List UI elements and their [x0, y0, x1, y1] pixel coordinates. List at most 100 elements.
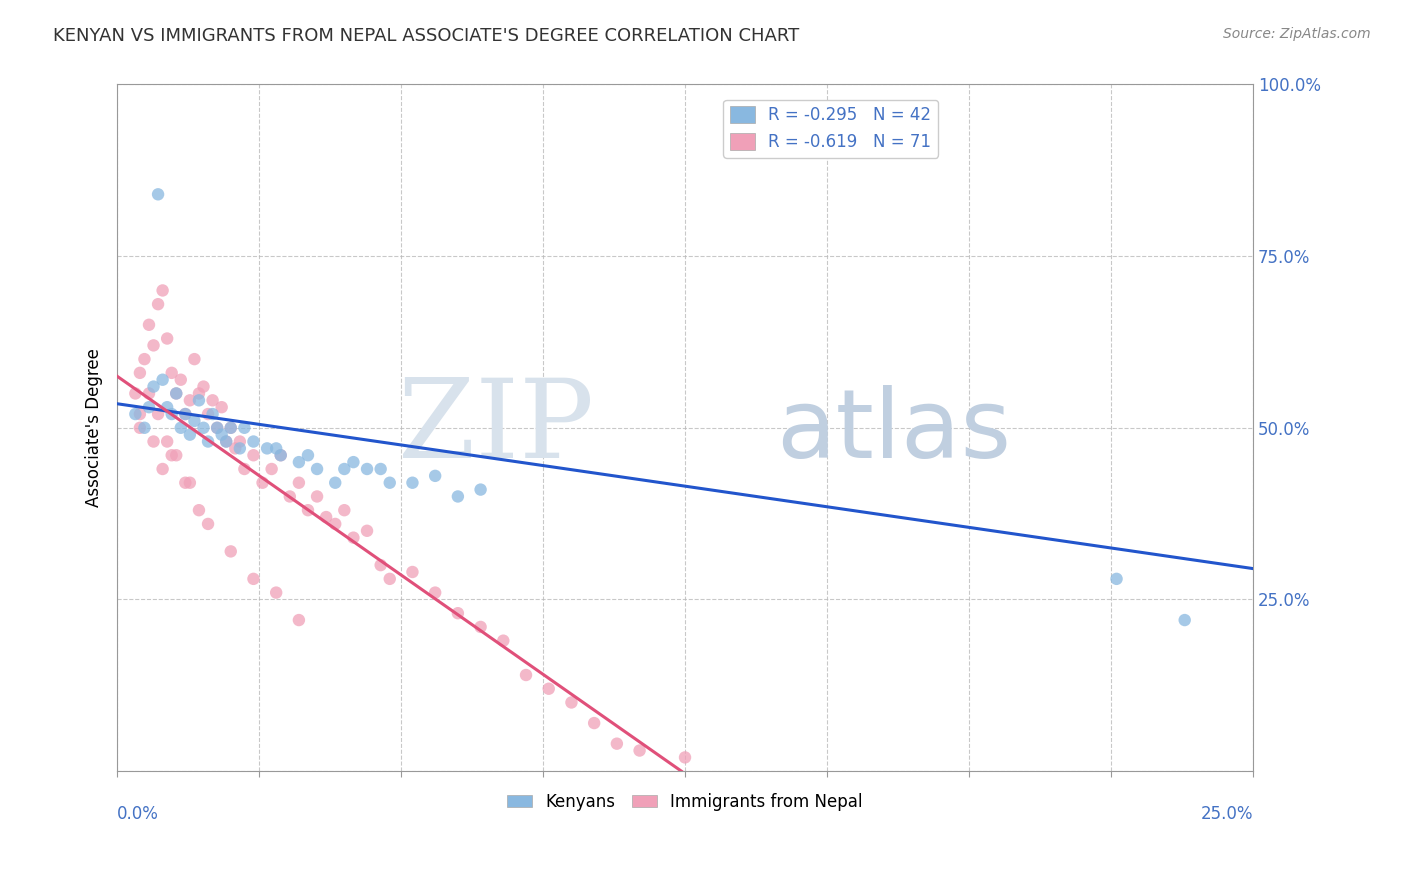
- Point: [124, 386, 146, 401]
- Point: [1105, 572, 1128, 586]
- Point: [205, 421, 228, 435]
- Point: [260, 462, 283, 476]
- Point: [197, 434, 219, 449]
- Point: [142, 379, 165, 393]
- Point: [315, 510, 337, 524]
- Point: [229, 434, 252, 449]
- Point: [307, 462, 329, 476]
- Point: [370, 462, 392, 476]
- Point: [219, 421, 242, 435]
- Point: [201, 393, 224, 408]
- Point: [211, 400, 233, 414]
- Point: [179, 427, 201, 442]
- Text: KENYAN VS IMMIGRANTS FROM NEPAL ASSOCIATE'S DEGREE CORRELATION CHART: KENYAN VS IMMIGRANTS FROM NEPAL ASSOCIAT…: [53, 27, 800, 45]
- Text: atlas: atlas: [776, 384, 1011, 478]
- Point: [165, 448, 187, 462]
- Point: [470, 620, 492, 634]
- Point: [197, 516, 219, 531]
- Point: [193, 379, 215, 393]
- Point: [152, 462, 174, 476]
- Point: [378, 475, 401, 490]
- Text: Source: ZipAtlas.com: Source: ZipAtlas.com: [1223, 27, 1371, 41]
- Point: [219, 544, 242, 558]
- Point: [560, 696, 582, 710]
- Point: [174, 407, 197, 421]
- Point: [165, 386, 187, 401]
- Point: [252, 475, 274, 490]
- Point: [152, 373, 174, 387]
- Point: [201, 407, 224, 421]
- Point: [288, 475, 311, 490]
- Point: [447, 606, 470, 620]
- Point: [323, 516, 346, 531]
- Point: [160, 366, 183, 380]
- Point: [165, 386, 187, 401]
- Point: [233, 421, 256, 435]
- Point: [156, 332, 179, 346]
- Point: [342, 455, 364, 469]
- Point: [188, 393, 211, 408]
- Point: [124, 407, 146, 421]
- Point: [242, 448, 264, 462]
- Point: [278, 490, 301, 504]
- Point: [179, 475, 201, 490]
- Point: [183, 352, 205, 367]
- Point: [356, 462, 378, 476]
- Point: [193, 421, 215, 435]
- Point: [401, 565, 423, 579]
- Point: [160, 407, 183, 421]
- Point: [134, 421, 156, 435]
- Point: [211, 427, 233, 442]
- Point: [170, 373, 193, 387]
- Point: [264, 585, 287, 599]
- Point: [297, 448, 319, 462]
- Point: [233, 462, 256, 476]
- Point: [129, 421, 152, 435]
- Point: [288, 613, 311, 627]
- Point: [378, 572, 401, 586]
- Point: [215, 434, 238, 449]
- Point: [606, 737, 628, 751]
- Point: [146, 187, 169, 202]
- Point: [224, 442, 246, 456]
- Point: [242, 434, 264, 449]
- Point: [129, 366, 152, 380]
- Point: [470, 483, 492, 497]
- Point: [188, 386, 211, 401]
- Point: [146, 407, 169, 421]
- Point: [160, 448, 183, 462]
- Point: [219, 421, 242, 435]
- Point: [215, 434, 238, 449]
- Point: [492, 633, 515, 648]
- Point: [696, 798, 718, 813]
- Point: [1174, 613, 1197, 627]
- Point: [156, 434, 179, 449]
- Point: [138, 400, 160, 414]
- Point: [651, 771, 673, 785]
- Point: [129, 407, 152, 421]
- Point: [673, 750, 696, 764]
- Point: [307, 490, 329, 504]
- Point: [401, 475, 423, 490]
- Point: [197, 407, 219, 421]
- Point: [356, 524, 378, 538]
- Point: [370, 558, 392, 573]
- Point: [270, 448, 292, 462]
- Point: [425, 468, 447, 483]
- Text: ZIP: ZIP: [398, 375, 595, 482]
- Point: [142, 434, 165, 449]
- Point: [288, 455, 311, 469]
- Point: [323, 475, 346, 490]
- Point: [333, 462, 356, 476]
- Point: [183, 414, 205, 428]
- Point: [205, 421, 228, 435]
- Point: [583, 716, 606, 731]
- Point: [138, 386, 160, 401]
- Point: [152, 284, 174, 298]
- Point: [628, 743, 651, 757]
- Point: [146, 297, 169, 311]
- Point: [242, 572, 264, 586]
- Point: [342, 531, 364, 545]
- Point: [142, 338, 165, 352]
- Point: [256, 442, 278, 456]
